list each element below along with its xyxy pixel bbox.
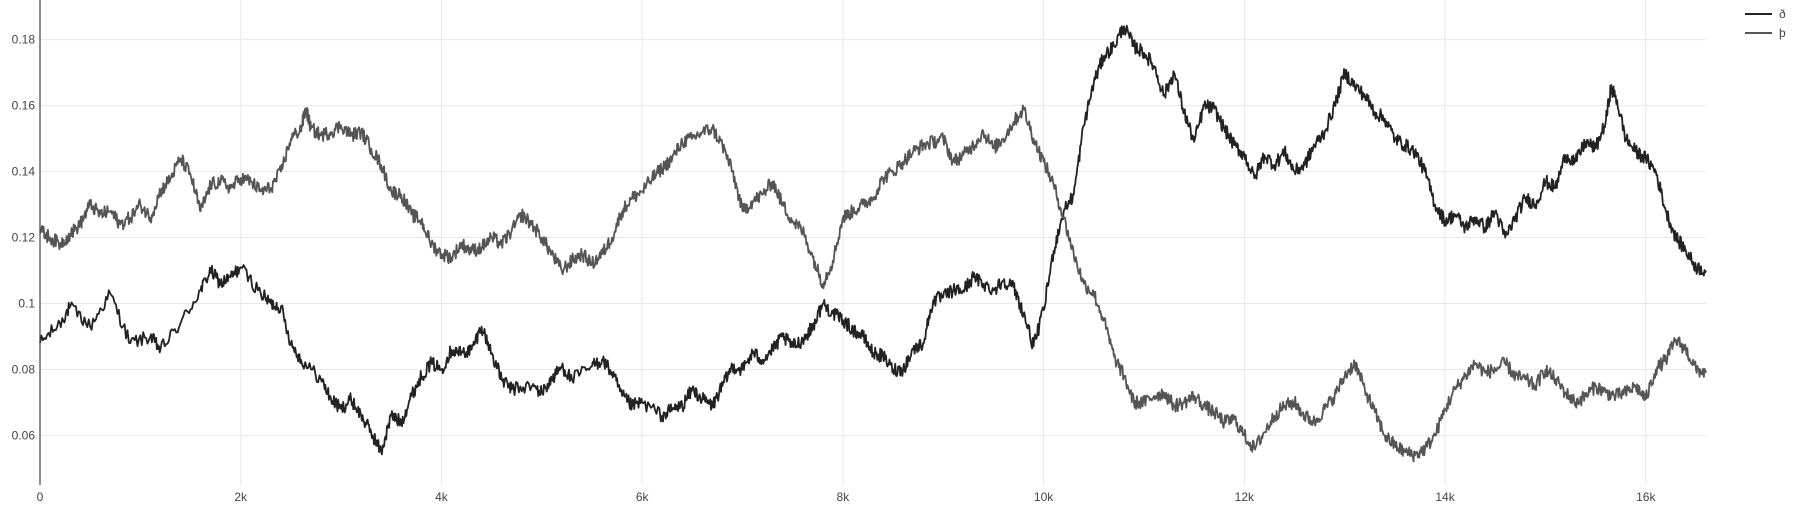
series-line-1	[39, 104, 1707, 463]
legend: ðþ	[1745, 7, 1786, 40]
legend-label: ð	[1779, 7, 1786, 21]
x-tick-label: 12k	[1235, 490, 1255, 504]
grid	[40, 0, 1706, 485]
series-line-0	[39, 24, 1707, 456]
x-tick-label: 4k	[435, 490, 449, 504]
y-tick-label: 0.08	[12, 363, 36, 377]
axes: 0 2k 4k 6k 8k 10k 12k 14k 16k 0.06 0.08 0.1 0.12 0.14…	[12, 0, 1656, 504]
legend-label: þ	[1779, 26, 1786, 40]
x-tick-label: 2k	[234, 490, 248, 504]
y-tick-label: 0.1	[18, 297, 35, 311]
y-tick-label: 0.14	[12, 165, 36, 179]
x-tick-label: 6k	[636, 490, 650, 504]
x-tick-label: 0	[37, 490, 44, 504]
x-tick-label: 16k	[1636, 490, 1656, 504]
x-tick-label: 8k	[837, 490, 851, 504]
x-tick-label: 14k	[1435, 490, 1455, 504]
x-tick-label: 10k	[1034, 490, 1054, 504]
y-tick-label: 0.18	[12, 33, 36, 47]
y-tick-label: 0.12	[12, 231, 36, 245]
y-tick-label: 0.06	[12, 429, 36, 443]
series-group	[39, 24, 1707, 463]
y-tick-label: 0.16	[12, 99, 36, 113]
